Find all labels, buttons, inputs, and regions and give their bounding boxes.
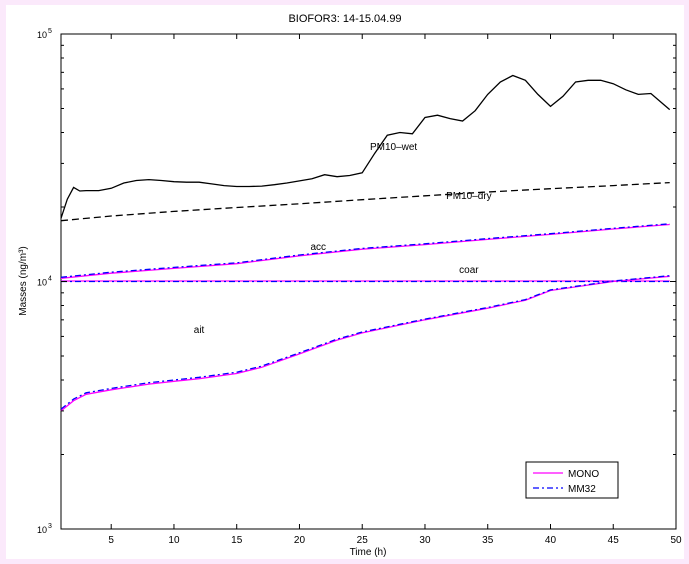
x-tick-label: 30	[419, 535, 431, 546]
x-axis-label: Time (h)	[350, 547, 387, 558]
y-tick-label: 10	[37, 278, 47, 288]
series-annotation: ait	[194, 325, 205, 336]
legend: MONO MM32	[525, 461, 619, 499]
series-annotation: coar	[459, 265, 479, 276]
legend-label-mono: MONO	[568, 469, 599, 480]
series-line-6	[60, 275, 670, 412]
series-line-0	[60, 74, 671, 219]
y-axis-label: Masses (ng/m³)	[18, 246, 29, 315]
series-annotation: PM10–wet	[370, 142, 417, 153]
x-tick-label: 35	[482, 535, 494, 546]
x-tick-label: 40	[545, 535, 557, 546]
series-line-7	[60, 275, 670, 410]
series-annotation: acc	[311, 242, 327, 253]
x-tick-label: 45	[608, 535, 620, 546]
series-line-2	[60, 223, 670, 279]
chart-title: BIOFOR3: 14-15.04.99	[288, 13, 401, 25]
y-tick-exponent: 4	[48, 276, 52, 283]
x-tick-label: 25	[357, 535, 369, 546]
figure-canvas: BIOFOR3: 14-15.04.99 5 10 15 20 25 30 35 40 45 50…	[6, 5, 684, 559]
y-tick-exponent: 3	[48, 523, 52, 530]
y-tick-exponent: 5	[48, 28, 52, 35]
x-tick-label: 20	[294, 535, 306, 546]
y-tick-label: 10	[37, 525, 47, 535]
series-line-1	[60, 181, 670, 222]
legend-box	[525, 461, 619, 499]
legend-label-mm32: MM32	[568, 484, 596, 495]
x-tick-label: 50	[670, 535, 682, 546]
mass-timeseries-chart: BIOFOR3: 14-15.04.99 5 10 15 20 25 30 35 40 45 50…	[18, 13, 682, 558]
x-tick-label: 15	[231, 535, 243, 546]
y-tick-label: 10	[37, 30, 47, 40]
x-tick-label: 5	[108, 535, 114, 546]
x-tick-label: 10	[168, 535, 180, 546]
annotation-layer: PM10–wet PM10–dry acc coar ait	[194, 142, 492, 336]
series-layer	[60, 74, 671, 412]
series-annotation: PM10–dry	[446, 191, 492, 202]
